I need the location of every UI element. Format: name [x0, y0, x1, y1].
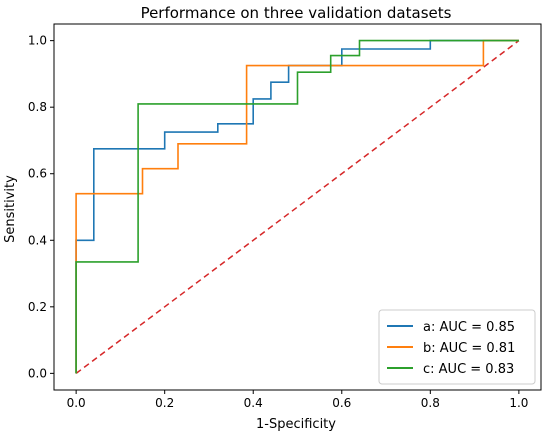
legend-entry: c: AUC = 0.83 [423, 362, 514, 377]
y-tick-label: 0.0 [28, 366, 47, 380]
x-axis-label: 1-Specificity [256, 417, 336, 432]
y-tick-label: 0.4 [28, 233, 47, 247]
y-tick-label: 0.8 [28, 100, 47, 114]
series-line-3 [75, 39, 519, 374]
y-tick-label: 0.2 [28, 300, 47, 314]
series-layer [75, 39, 520, 374]
ticks-layer: 0.0 0.2 0.4 0.6 0.8 1.0 0.0 0.2 0.4 0.6 0.8 1.0 [28, 34, 529, 410]
legend-entry: b: AUC = 0.81 [423, 341, 515, 356]
legend: a: AUC = 0.85 b: AUC = 0.81 c: AUC = 0.83 [378, 309, 536, 385]
y-tick-label: 1.0 [28, 34, 47, 48]
chance-reference-line [75, 40, 520, 374]
x-tick-label: 1.0 [509, 396, 528, 410]
y-tick-label: 0.6 [28, 167, 47, 181]
x-tick-label: 0.0 [67, 396, 86, 410]
x-tick-label: 0.2 [155, 396, 174, 410]
x-tick-label: 0.8 [421, 396, 440, 410]
legend-box [378, 309, 536, 385]
chart-title: Performance on three validation datasets [141, 4, 452, 22]
y-axis-label: Sensitivity [3, 175, 18, 243]
x-tick-label: 0.4 [244, 396, 263, 410]
plot-frame [53, 23, 542, 391]
series-line-1 [75, 39, 519, 374]
legend-entry: a: AUC = 0.85 [423, 320, 515, 335]
x-tick-label: 0.6 [332, 396, 351, 410]
series-line-2 [75, 39, 519, 374]
